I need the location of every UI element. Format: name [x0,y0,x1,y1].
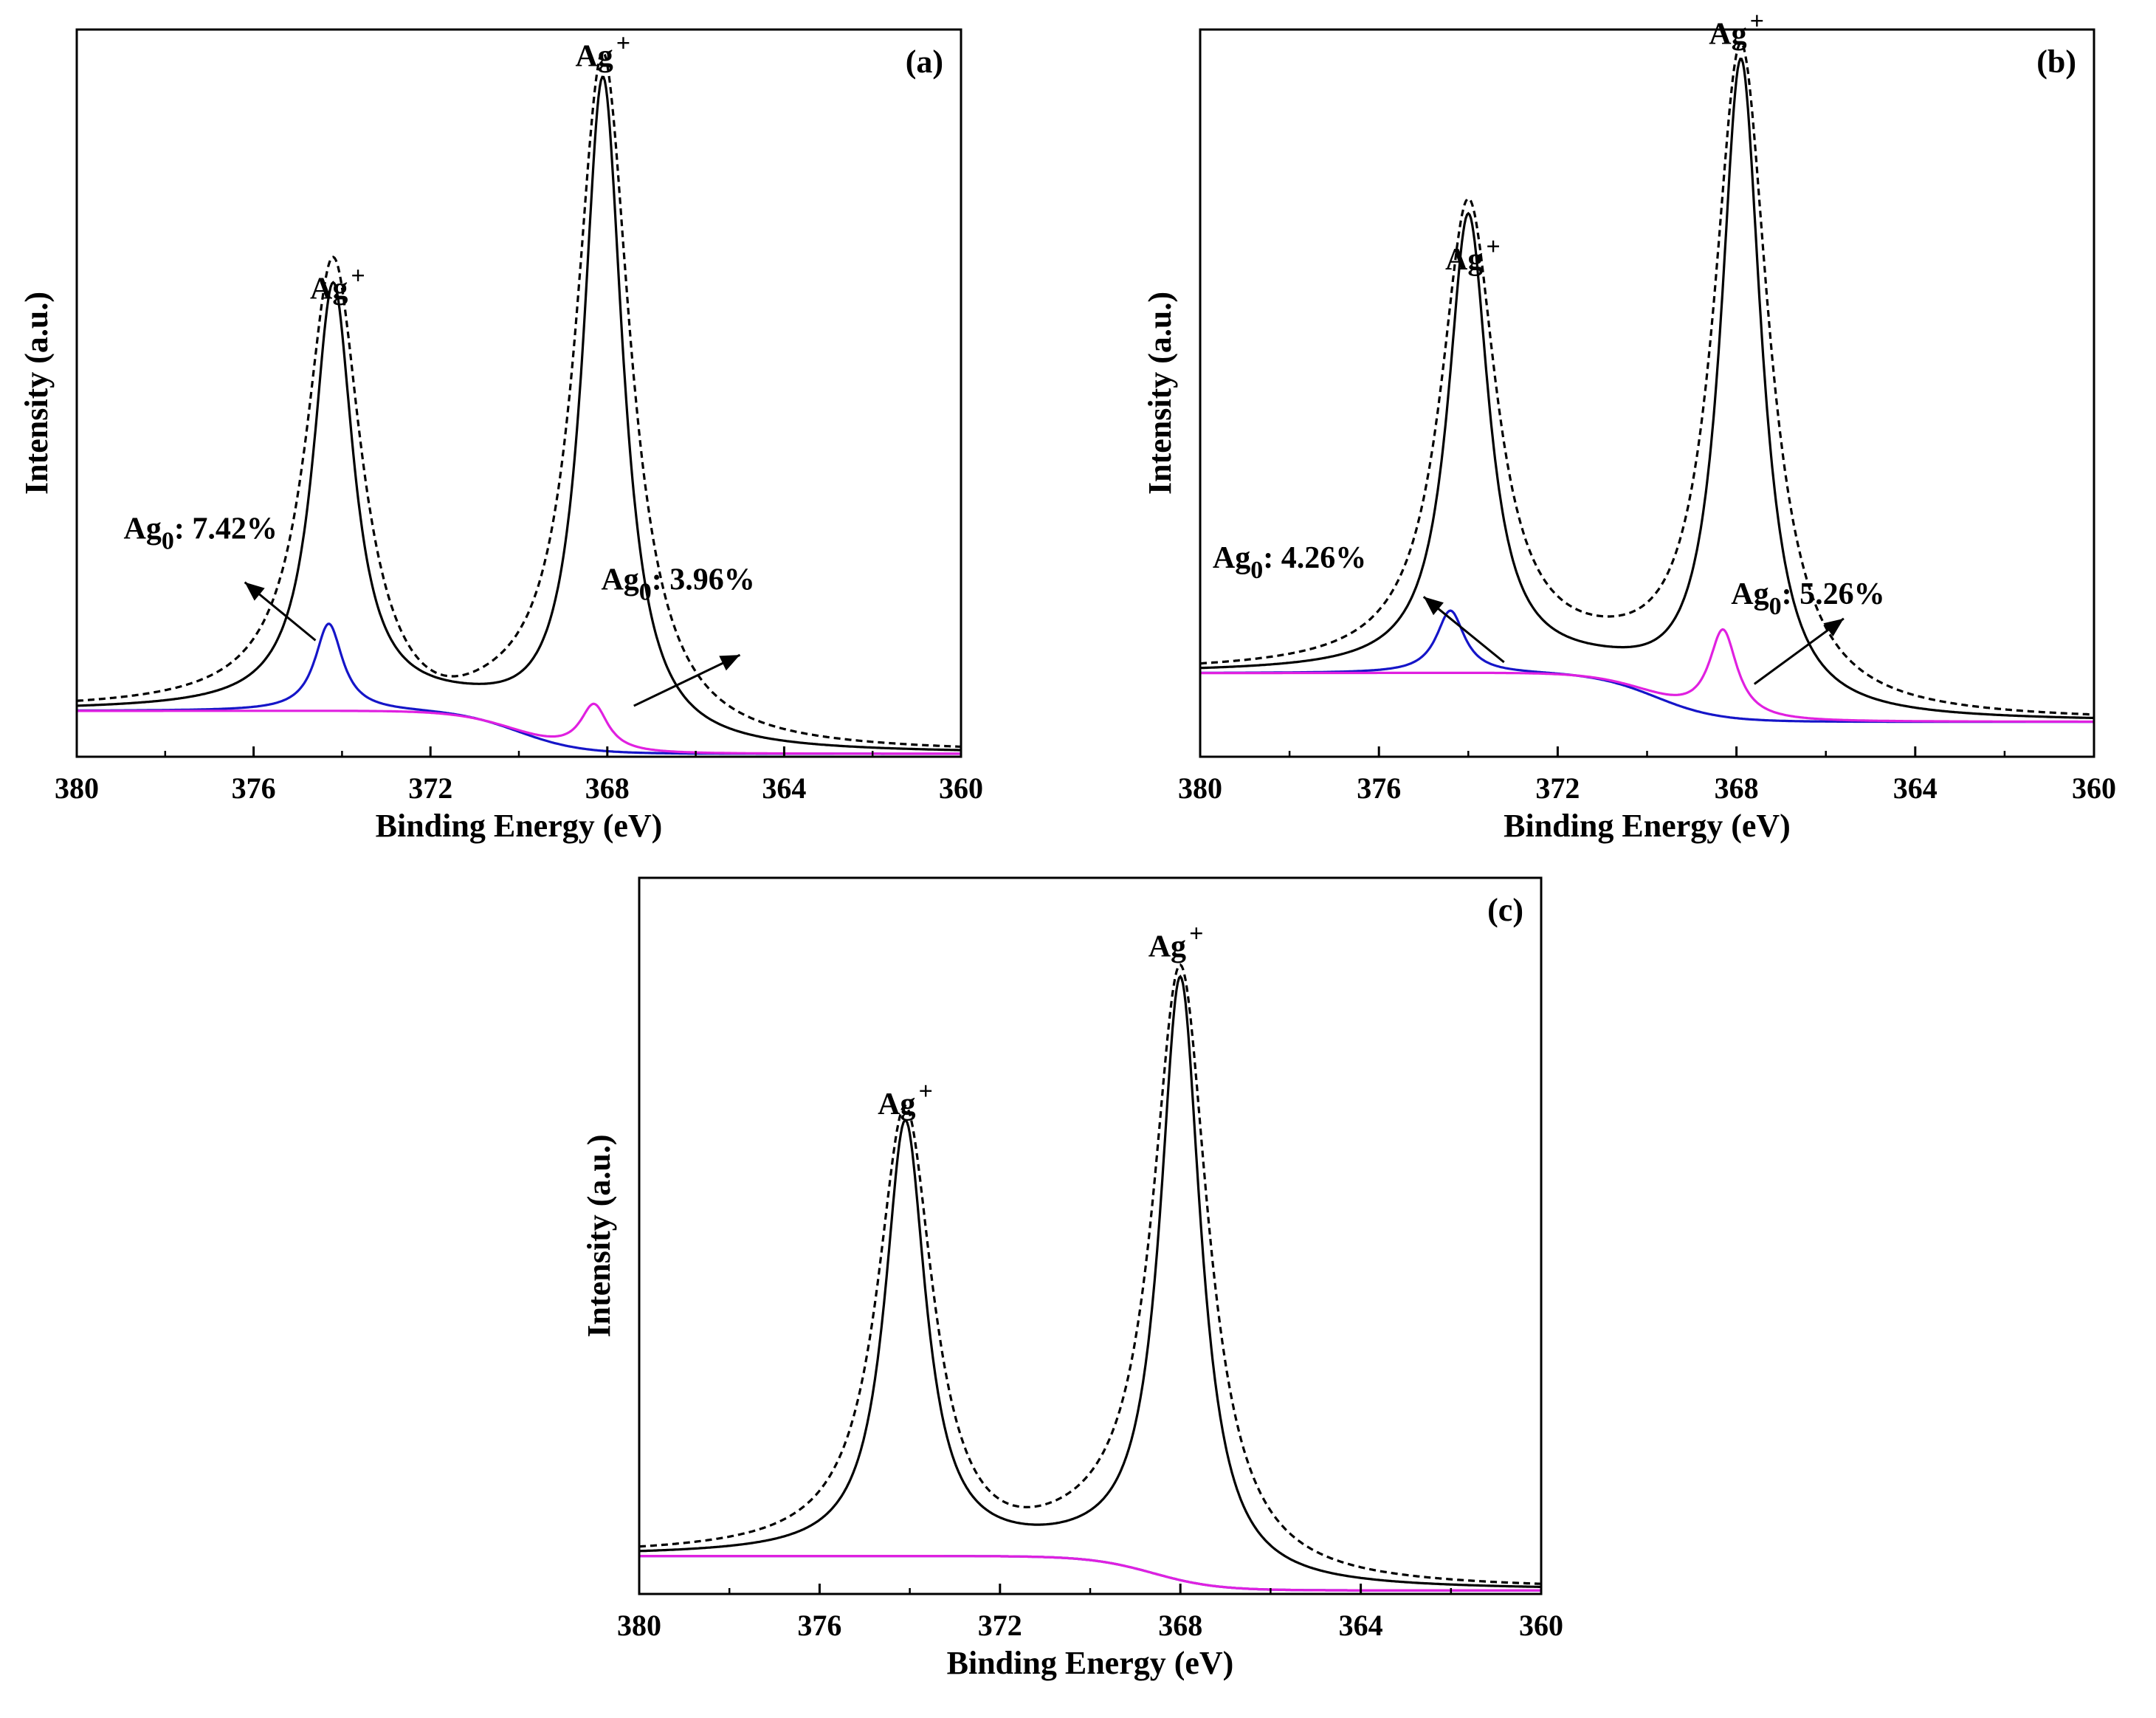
panel-a: 380 376 372 368 364 360 Binding Energy (eV) Int… [18,28,983,844]
x-tick-label: 360 [1519,1609,1563,1642]
series-line-fitted-envelope [77,75,961,752]
x-tick-label: 372 [1535,772,1580,805]
x-tick-label: 360 [939,772,983,805]
peak-label: Ag + [575,30,630,73]
series-line-experimental [1200,41,2094,716]
series-line-fitted-envelope [639,975,1541,1588]
annotation-arrow [633,653,741,707]
x-tick-label: 376 [1357,772,1401,805]
plot-frame [75,28,962,758]
arrow-head [1823,618,1844,637]
peak-label: Ag + [1445,233,1501,277]
x-tick-label: 368 [1715,772,1759,805]
ag0-annotation: Ag0: 3.96% [601,563,754,605]
panel-label: (b) [2036,44,2076,80]
peak-label: Ag + [310,262,365,306]
series-line-ag0-3d5-2 [639,1555,1541,1592]
x-axis-title: Binding Energy (eV) [376,808,663,844]
series-line-experimental [77,51,961,748]
ag0-annotation: Ag0: 4.26% [1213,541,1366,584]
series-line-ag0-3d3-2 [1200,609,2094,724]
y-axis-title: Intensity (a.u.) [581,1134,617,1337]
plot-frame [1199,28,2095,758]
x-tick-label: 364 [1893,772,1938,805]
x-tick-label: 372 [978,1609,1022,1642]
peak-label: Ag + [1709,8,1764,52]
x-tick-label: 368 [1158,1609,1202,1642]
ag0-annotation: Ag0: 7.42% [124,512,278,555]
series-line-ag0-3d5-2 [77,702,961,755]
peak-label: Ag + [1148,921,1204,964]
arrow-head [244,582,265,601]
panel-label: (a) [906,44,943,80]
panel-b: 380 376 372 368 364 360 Binding Energy (eV) Int… [1142,8,2116,844]
plot-frame [638,876,1543,1595]
series-line-ag0-3d3-2 [77,622,961,755]
x-tick-label: 360 [2072,772,2116,805]
series-line-fitted-envelope [1200,57,2094,720]
x-tick-label: 376 [232,772,276,805]
x-tick-label: 380 [617,1609,661,1642]
x-tick-label: 380 [55,772,99,805]
x-tick-label: 364 [762,772,806,805]
y-axis-title: Intensity (a.u.) [18,292,55,495]
panel-c: 380 376 372 368 364 360 Binding Energy (eV) Int… [581,876,1563,1681]
ag0-annotation: Ag0: 5.26% [1731,577,1884,620]
arrow-head [719,655,740,671]
peak-label: Ag + [878,1078,933,1121]
x-axis-title: Binding Energy (eV) [947,1645,1234,1681]
panel-label: (c) [1487,892,1523,928]
x-axis-title: Binding Energy (eV) [1504,808,1791,844]
x-tick-label: 376 [797,1609,841,1642]
x-tick-label: 372 [408,772,452,805]
y-axis-title: Intensity (a.u.) [1142,292,1178,495]
series-line-ag0-3d5-2 [1200,628,2094,724]
x-tick-label: 380 [1178,772,1222,805]
arrow-head [1423,597,1444,616]
x-tick-label: 364 [1339,1609,1383,1642]
series-line-experimental [639,963,1541,1585]
x-tick-label: 368 [585,772,630,805]
